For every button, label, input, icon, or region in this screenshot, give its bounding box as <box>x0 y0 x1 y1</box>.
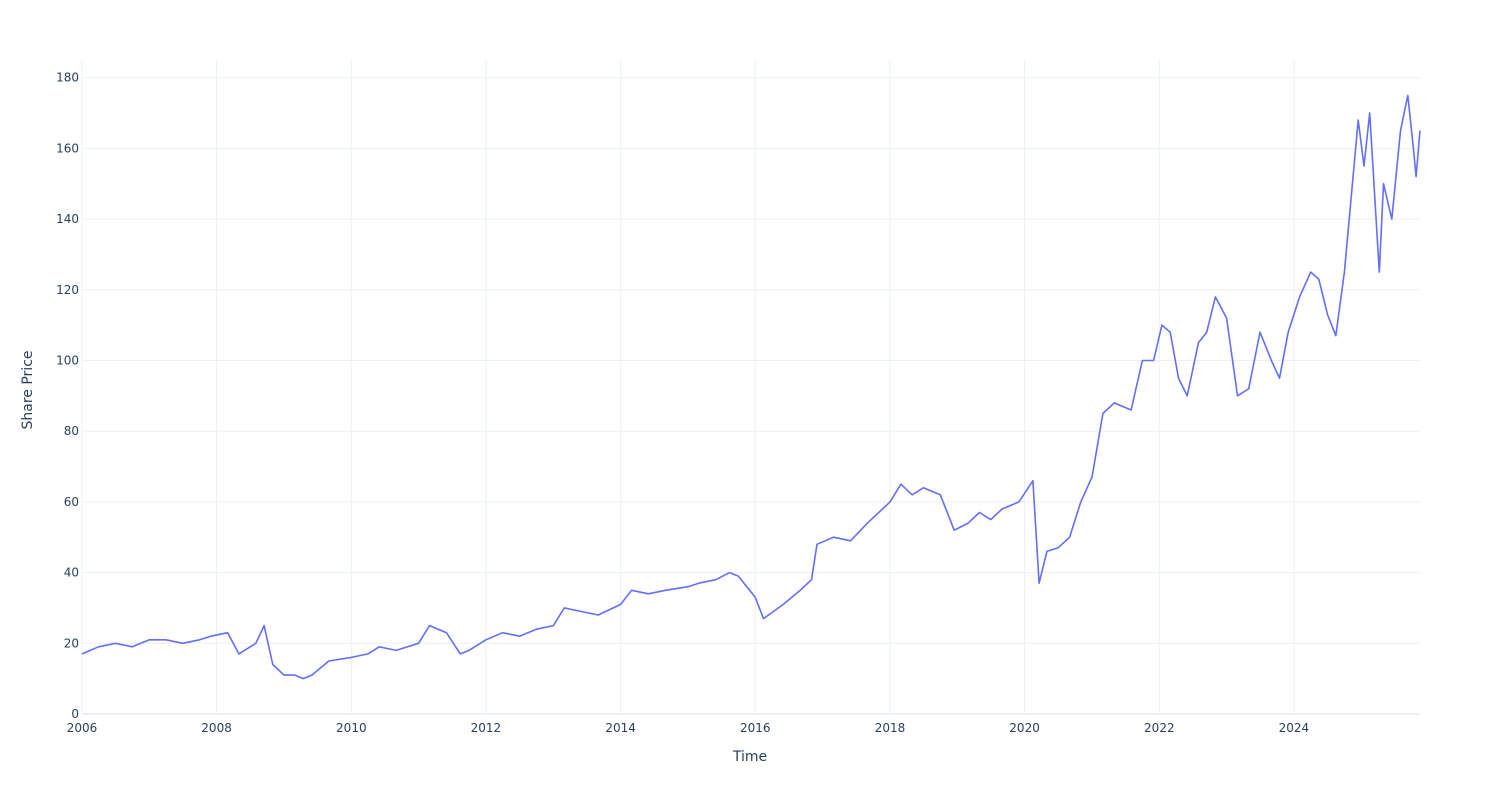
x-tick-label: 2022 <box>1144 721 1175 735</box>
x-tick-label: 2016 <box>740 721 771 735</box>
y-tick-label: 20 <box>64 636 79 650</box>
x-tick-label: 2006 <box>67 721 98 735</box>
y-tick-label: 180 <box>56 71 79 85</box>
tick-labels: 0 20 40 60 80 100 120 140 160 180 2006 2008 2010 2012… <box>56 71 1309 735</box>
y-tick-label: 100 <box>56 353 79 367</box>
y-tick-label: 40 <box>64 566 79 580</box>
x-tick-label: 2020 <box>1009 721 1040 735</box>
gridlines <box>81 60 1420 715</box>
x-tick-label: 2010 <box>336 721 367 735</box>
x-tick-label: 2008 <box>201 721 232 735</box>
y-tick-label: 140 <box>56 212 79 226</box>
y-tick-label: 120 <box>56 283 79 297</box>
y-tick-label: 80 <box>64 424 79 438</box>
x-tick-label: 2024 <box>1279 721 1310 735</box>
x-tick-label: 2012 <box>471 721 502 735</box>
y-tick-label: 160 <box>56 141 79 155</box>
x-tick-label: 2014 <box>605 721 636 735</box>
share-price-line <box>81 94 1421 680</box>
y-axis-title: Share Price <box>20 350 36 429</box>
series-layer <box>81 94 1421 680</box>
x-tick-label: 2018 <box>875 721 906 735</box>
y-tick-label: 60 <box>64 495 79 509</box>
y-tick-label: 0 <box>71 707 79 721</box>
x-axis-title: Time <box>732 749 767 765</box>
